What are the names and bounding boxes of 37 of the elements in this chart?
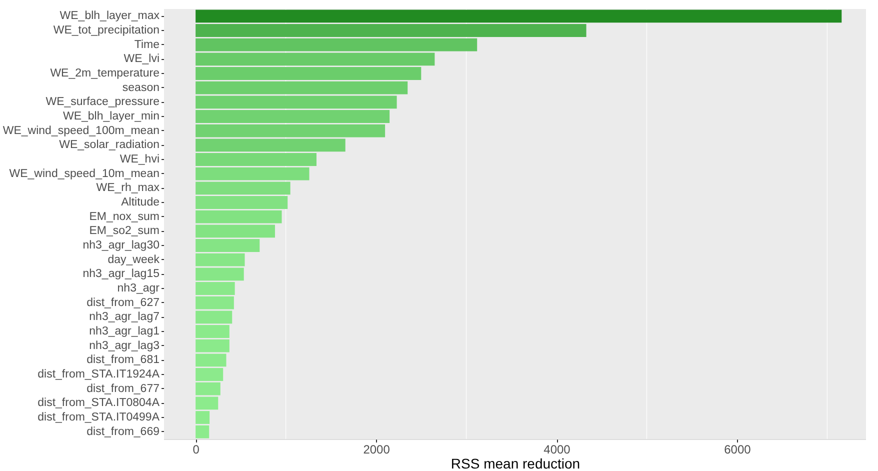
y-tick-label: WE_hvi xyxy=(120,154,160,166)
y-tick-label: dist_from_669 xyxy=(86,426,160,438)
x-tick-label: 6000 xyxy=(724,442,752,456)
y-tick-label: dist_from_677 xyxy=(86,382,160,395)
y-tick-label: WE_wind_speed_100m_mean xyxy=(2,124,160,137)
y-tick-label: nh3_agr_lag3 xyxy=(89,340,160,352)
y-tick-label: dist_from_627 xyxy=(86,296,160,309)
y-tick-label: WE_solar_radiation xyxy=(59,139,160,152)
y-tick-label: dist_from_STA.IT0499A xyxy=(38,412,160,424)
y-tick-label: dist_from_681 xyxy=(86,354,160,366)
y-tick-label: WE_surface_pressure xyxy=(46,96,160,108)
y-tick-label: nh3_agr_lag15 xyxy=(82,268,160,280)
y-tick-label: WE_tot_precipitation xyxy=(53,24,160,36)
bar xyxy=(196,10,842,23)
y-tick-label: day_week xyxy=(108,254,160,266)
y-tick-label: WE_2m_temperature xyxy=(50,68,160,80)
x-tick-label: 2000 xyxy=(363,442,390,456)
y-tick-label: nh3_agr xyxy=(117,282,160,294)
bar xyxy=(196,24,586,37)
y-tick-label: WE_rh_max xyxy=(96,182,160,194)
y-tick-label: WE_blh_layer_min xyxy=(62,110,160,122)
y-tick-label: Altitude xyxy=(121,196,160,208)
y-tick-label: dist_from_STA.IT0804A xyxy=(38,397,160,410)
y-tick-label: nh3_agr_lag7 xyxy=(89,311,160,324)
x-axis-title: RSS mean reduction xyxy=(450,456,580,471)
y-tick-label: WE_wind_speed_10m_mean xyxy=(9,168,160,180)
y-tick-label: season xyxy=(122,82,160,94)
y-tick-label: WE_blh_layer_max xyxy=(60,10,160,22)
y-tick-label: dist_from_STA.IT1924A xyxy=(38,368,160,380)
y-tick-label: nh3_agr_lag1 xyxy=(89,326,160,338)
y-tick-label: EM_nox_sum xyxy=(89,210,160,223)
y-tick-label: Time xyxy=(134,38,160,51)
y-tick-label: WE_lvi xyxy=(124,53,160,66)
x-tick-label: 4000 xyxy=(544,442,571,456)
y-tick-label: nh3_agr_lag30 xyxy=(82,240,160,252)
y-tick-label: EM_so2_sum xyxy=(89,225,160,238)
x-tick-label: 0 xyxy=(192,442,200,456)
